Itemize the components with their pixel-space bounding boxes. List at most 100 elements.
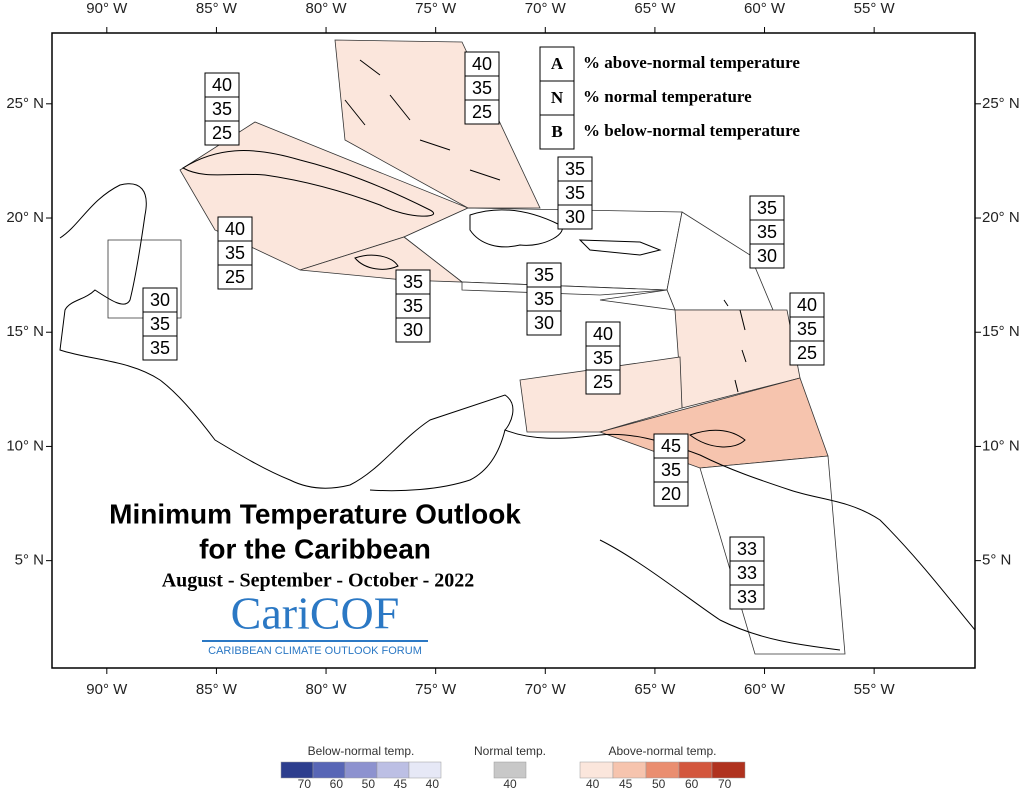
x-tick-label: 55° W [854,681,896,698]
probability-cell [526,310,562,336]
probability-value: 35 [565,183,585,203]
colorbar-label: 40 [503,777,517,791]
map-subtitle: August - September - October - 2022 [162,570,475,592]
map-title: for the Caribbean [199,533,431,564]
probability-value: 35 [757,222,777,242]
probability-value: 40 [797,295,817,315]
title-block: Minimum Temperature Outlook for the Cari… [109,498,521,657]
y-tick-label: 20° N [6,209,44,226]
probability-value: 35 [757,198,777,218]
coastline [354,254,399,270]
probability-value: 35 [150,314,170,334]
key-letter: N [551,88,564,107]
probability-value: 33 [737,539,757,559]
y-tick-label: 10° N [982,437,1020,454]
probability-value: 40 [212,75,232,95]
x-tick-label: 55° W [854,0,896,17]
probability-cell [653,457,689,483]
probability-cell [464,51,500,77]
probability-value: 35 [403,272,423,292]
probability-cell [789,316,825,342]
probability-cell [585,345,621,371]
probability-value: 30 [403,320,423,340]
coastline [469,209,563,248]
probability-cell [204,72,240,98]
probability-cell [142,311,178,337]
coastlines [59,59,976,651]
colorbar-swatch [312,761,346,779]
key-cell [539,114,575,150]
probability-value: 20 [661,484,681,504]
probability-value: 35 [797,319,817,339]
x-tick-label: 90° W [86,681,128,698]
x-tick-label: 60° W [744,681,786,698]
probability-value: 25 [797,343,817,363]
colorbar-swatch [612,761,647,779]
probability-cell [729,584,765,610]
probability-value: 33 [737,587,757,607]
key-letter: B [551,122,562,141]
probability-value: 25 [225,267,245,287]
probability-cell [749,219,785,245]
colorbar-label: 60 [685,777,699,791]
probability-value: 35 [593,348,613,368]
probability-value: 30 [565,207,585,227]
probability-cell [557,180,593,206]
colorbar-swatch [376,761,410,779]
colorbar-label: 50 [362,777,376,791]
colorbar-title: Above-normal temp. [608,744,716,758]
y-tick-label: 25° N [982,95,1020,112]
probability-cell [142,335,178,361]
colorbar: Below-normal temp. 70 60 50 45 40 Normal temp.… [280,744,746,791]
colorbar-swatch [711,761,746,779]
probability-cell [395,317,431,343]
probability-cell [217,240,253,266]
probability-cell [557,204,593,230]
probability-value: 35 [472,78,492,98]
probability-value: 35 [534,289,554,309]
colorbar-label: 50 [652,777,666,791]
probability-value: 25 [472,102,492,122]
probability-value: 40 [593,324,613,344]
y-tick-label: 25° N [6,95,44,112]
probability-value: 35 [212,99,232,119]
y-tick-label: 15° N [6,323,44,340]
colorbar-swatch [493,761,527,779]
x-tick-label: 70° W [525,0,567,17]
probability-cell [395,293,431,319]
key-cell [539,46,575,82]
colorbar-title: Below-normal temp. [308,744,415,758]
x-tick-label: 80° W [306,0,348,17]
colorbar-label: 45 [394,777,408,791]
probability-value: 35 [661,460,681,480]
x-tick-label: 85° W [196,681,238,698]
x-tick-label: 90° W [86,0,128,17]
probability-cell [526,262,562,288]
probability-value: 33 [737,563,757,583]
coastline [578,239,662,256]
key-label: % above-normal temperature [583,53,800,72]
probability-cell [729,536,765,562]
key-cell [539,80,575,116]
coastline [344,59,501,181]
logo-tagline: CARIBBEAN CLIMATE OUTLOOK FORUM [208,645,422,657]
x-tick-label: 80° W [306,681,348,698]
probability-cell [204,120,240,146]
x-tick-label: 75° W [415,681,457,698]
probability-value: 35 [403,296,423,316]
probability-cell [789,340,825,366]
region [334,39,541,209]
region [599,289,676,311]
colorbar-swatch [678,761,713,779]
x-tick-label: 60° W [744,0,786,17]
probability-cell [653,481,689,507]
colorbar-title: Normal temp. [474,744,546,758]
probability-value: 25 [212,123,232,143]
probability-cell [464,99,500,125]
probability-cell [749,243,785,269]
colorbar-label: 60 [330,777,344,791]
probability-value: 25 [593,372,613,392]
probability-cell [217,264,253,290]
